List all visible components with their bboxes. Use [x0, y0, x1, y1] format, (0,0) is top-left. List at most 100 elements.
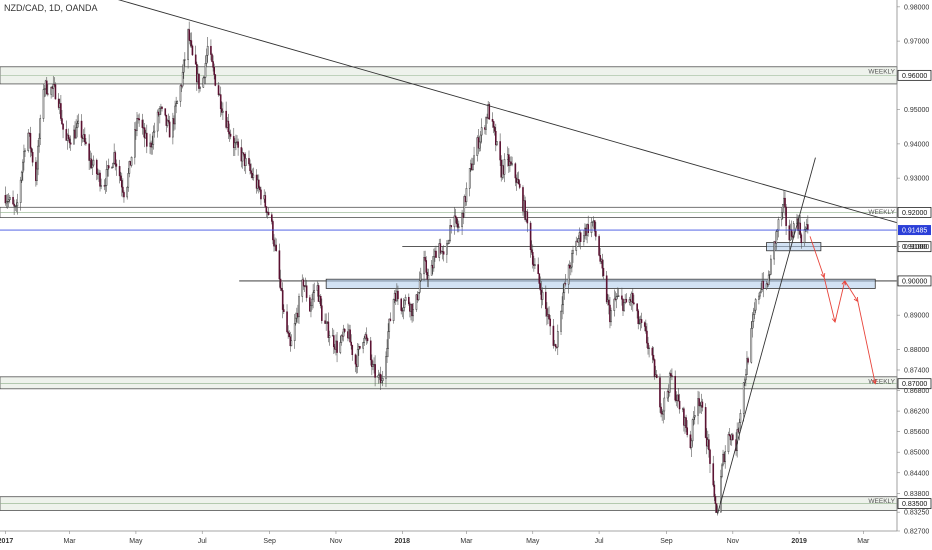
y-tick-label: 0.88000	[904, 347, 929, 354]
candle-body	[690, 440, 693, 448]
candle-body	[668, 373, 671, 393]
candle-body	[279, 278, 282, 289]
candle-body	[534, 264, 536, 267]
candle-body	[20, 171, 23, 181]
candle-body	[134, 129, 136, 158]
candle-body	[250, 170, 252, 174]
candle-body	[136, 118, 138, 131]
candle-body	[188, 29, 190, 41]
candle-body	[617, 295, 620, 297]
candle-body	[653, 359, 656, 377]
candle-body	[424, 257, 426, 261]
candle-body	[493, 127, 496, 132]
candle-body	[141, 119, 144, 128]
candle-body	[242, 152, 245, 155]
weekly-label-2: WEEKLY	[868, 378, 895, 385]
candle-body	[526, 211, 529, 224]
candle-body	[211, 54, 213, 62]
candle-body	[380, 380, 383, 384]
candle-body	[593, 220, 596, 232]
candle-body	[91, 164, 94, 168]
candle-body	[122, 186, 124, 193]
candle-body	[468, 168, 471, 189]
candle-body	[708, 439, 710, 451]
candle-body	[151, 144, 154, 148]
candle-body	[499, 141, 501, 161]
candle-body	[762, 280, 765, 289]
candle-body	[90, 158, 93, 168]
candle-body	[430, 264, 433, 276]
candle-body	[492, 121, 495, 128]
candle-body	[386, 348, 388, 357]
candle-body	[363, 337, 366, 343]
candle-body	[538, 273, 541, 284]
candle-body	[130, 156, 133, 166]
candle-body	[222, 110, 224, 113]
candle-body	[613, 298, 616, 311]
last-price-box	[898, 225, 931, 236]
candle-body	[692, 416, 695, 420]
candle-body	[175, 103, 177, 107]
candle-body	[198, 73, 200, 89]
candle-body	[265, 206, 268, 213]
candle-body	[172, 118, 174, 138]
candle-body	[408, 296, 410, 305]
candle-body	[199, 87, 201, 89]
y-tick-label: 0.86200	[904, 409, 929, 416]
candle-body	[235, 142, 237, 144]
candle-body	[167, 120, 170, 123]
candle-body	[202, 77, 205, 88]
candle-body	[52, 84, 55, 89]
candle-body	[302, 279, 305, 286]
candle-body	[336, 340, 338, 353]
candle-body	[623, 302, 625, 311]
candle-body	[5, 201, 8, 204]
candle-body	[655, 374, 658, 378]
candle-body	[45, 80, 48, 94]
candle-body	[205, 54, 208, 64]
candle-body	[60, 103, 62, 119]
candle-body	[662, 410, 665, 415]
candle-body	[683, 408, 685, 426]
candle-body	[22, 161, 24, 173]
candle-body	[599, 255, 601, 262]
x-tick-label: Sep	[263, 538, 276, 545]
candle-body	[790, 229, 793, 237]
candle-body	[343, 328, 346, 332]
candle-body	[615, 296, 618, 300]
candle-body	[127, 173, 130, 188]
candle-body	[319, 295, 322, 307]
price-axis[interactable]: 0.96000 0.92000 0.87000 0.83500 0.91000 0.900…	[897, 4, 932, 536]
forecast-segment-4	[857, 301, 876, 384]
y-tick-label: 0.83800	[904, 491, 929, 498]
candle-body	[126, 186, 129, 198]
candle-body	[595, 231, 597, 237]
candle-body	[340, 335, 343, 343]
candle-body	[42, 89, 45, 119]
candle-body	[286, 311, 288, 333]
candle-body	[807, 224, 809, 231]
candle-body	[562, 292, 565, 306]
candle-body	[7, 199, 10, 202]
candle-body	[508, 154, 510, 167]
candle-body	[633, 302, 635, 305]
weekly-label-1: WEEKLY	[868, 209, 895, 216]
candle-body	[645, 326, 647, 332]
forecast-segment-0	[809, 236, 825, 278]
x-tick-label: Mar	[460, 538, 473, 545]
candle-body	[273, 239, 275, 247]
candle-body	[19, 179, 22, 203]
candle-body	[449, 225, 451, 241]
candle-body	[570, 266, 572, 269]
candle-body	[359, 346, 361, 349]
candle-body	[621, 295, 623, 300]
candle-body	[800, 234, 803, 243]
candle-body	[342, 328, 345, 337]
time-axis[interactable]: 2017 Mar May Jul Sep Nov 2018 Mar May Jul Sep Nov 20…	[0, 531, 870, 545]
candle-body	[61, 118, 63, 125]
key-level-box-1	[897, 275, 932, 287]
candle-body	[4, 195, 7, 204]
candle-body	[210, 45, 212, 55]
candle-body	[328, 335, 331, 338]
